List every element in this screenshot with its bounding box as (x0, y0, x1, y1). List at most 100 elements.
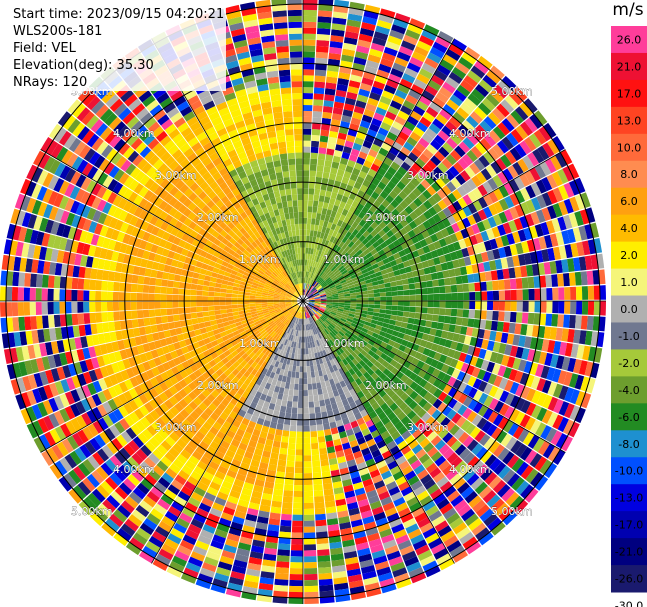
range-gate (313, 400, 320, 408)
range-gate (321, 117, 332, 125)
range-gate (170, 90, 184, 102)
range-gate (330, 311, 337, 316)
range-gate (345, 25, 360, 34)
range-gate (289, 170, 296, 177)
range-gate (153, 109, 167, 121)
range-gate (244, 450, 254, 460)
range-gate (96, 322, 104, 334)
range-gate (202, 285, 210, 292)
range-gate (164, 435, 176, 447)
range-gate (197, 219, 206, 228)
range-gate (216, 147, 227, 157)
range-gate (128, 399, 139, 412)
range-gate (311, 134, 320, 142)
range-gate (190, 295, 197, 301)
range-gate (81, 412, 93, 426)
range-gate (304, 330, 307, 337)
range-gate (31, 404, 43, 420)
range-gate (244, 355, 252, 363)
range-gate (26, 197, 37, 213)
range-gate (247, 253, 255, 260)
range-gate (125, 163, 137, 176)
range-gate (314, 75, 326, 83)
range-gate (261, 492, 273, 501)
range-gate (118, 142, 131, 156)
range-gate (393, 528, 407, 540)
range-gate (292, 502, 303, 509)
range-gate (283, 176, 291, 184)
range-gate (282, 496, 293, 503)
range-gate (451, 412, 462, 424)
range-gate (387, 105, 400, 116)
range-gate (225, 415, 235, 425)
range-gate (287, 352, 292, 360)
range-gate (225, 297, 232, 301)
range-gate (255, 274, 262, 280)
range-gate (53, 127, 67, 143)
range-gate (480, 450, 493, 464)
range-gate (352, 425, 361, 434)
range-gate (410, 330, 418, 338)
range-gate (422, 457, 434, 469)
range-gate (443, 507, 457, 520)
range-gate (209, 507, 223, 518)
range-gate (438, 558, 455, 571)
range-gate (246, 279, 254, 285)
range-gate (520, 465, 534, 480)
range-gate (347, 315, 354, 320)
range-gate (580, 392, 592, 409)
range-gate (410, 83, 424, 95)
range-gate (267, 230, 274, 238)
range-gate (316, 424, 324, 431)
range-gate (467, 375, 477, 387)
range-gate (450, 440, 462, 452)
range-gate (295, 311, 299, 318)
range-gate (411, 51, 427, 63)
range-gate (286, 305, 293, 310)
range-gate (181, 233, 190, 242)
range-gate (58, 180, 70, 195)
range-gate (273, 301, 280, 303)
range-gate (304, 289, 308, 296)
range-gate (437, 402, 448, 413)
range-gate (211, 195, 221, 204)
range-gate (227, 281, 235, 287)
range-gate (307, 271, 311, 279)
range-gate (320, 251, 325, 258)
range-gate (336, 83, 348, 92)
range-gate (379, 528, 393, 538)
range-gate (341, 351, 348, 359)
range-gate (289, 579, 303, 587)
range-gate (104, 130, 117, 144)
range-gate (332, 389, 340, 397)
range-gate (171, 555, 188, 567)
range-gate (220, 112, 232, 122)
range-gate (323, 196, 331, 204)
range-gate (433, 493, 447, 505)
range-gate (279, 298, 286, 301)
range-gate (151, 366, 161, 377)
range-gate (294, 304, 299, 310)
range-gate (294, 247, 298, 255)
range-gate (312, 260, 316, 268)
range-gate (293, 212, 299, 219)
range-gate (392, 94, 405, 105)
range-gate (342, 334, 350, 341)
range-gate (202, 398, 212, 407)
range-gate (304, 318, 307, 325)
range-gate (418, 378, 428, 388)
range-gate (287, 200, 293, 208)
range-gate (206, 199, 216, 209)
range-gate (370, 364, 379, 373)
range-gate (244, 80, 257, 89)
range-gate (402, 73, 416, 84)
range-gate (250, 415, 259, 424)
range-gate (373, 555, 388, 565)
range-gate (134, 170, 146, 183)
range-gate (216, 258, 224, 265)
radar-rays (0, 0, 606, 604)
range-gate (187, 439, 199, 451)
range-gate (168, 207, 178, 217)
range-gate (261, 331, 268, 337)
range-gate (246, 317, 254, 323)
